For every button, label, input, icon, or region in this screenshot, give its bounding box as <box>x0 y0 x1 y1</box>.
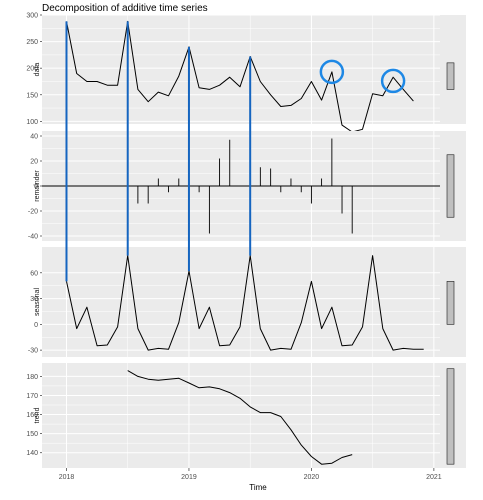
panel-background <box>42 15 440 124</box>
y-tick-label: 170 <box>26 393 38 400</box>
y-tick-label: 20 <box>30 159 38 166</box>
y-tick-label: 40 <box>30 134 38 141</box>
seasonal-series-line <box>66 255 424 351</box>
y-tick-label: 150 <box>26 431 38 438</box>
highlight-circle <box>380 68 406 94</box>
x-tick-label: 2020 <box>304 474 320 481</box>
panel-trend: 140 150 160 170 180 trend <box>26 363 466 468</box>
scale-bar <box>446 154 455 218</box>
x-tick-label: 2021 <box>426 474 442 481</box>
y-tick-label: 250 <box>26 39 38 46</box>
y-tick-label: 0 <box>34 184 38 191</box>
panel-background <box>42 363 440 468</box>
panel-data: 100 150 200 250 300 data <box>26 13 466 133</box>
scale-bar <box>446 281 455 325</box>
highlight-overlay <box>65 21 406 282</box>
x-axis-title: Time <box>249 483 267 492</box>
panel-label-remainder: remainder <box>34 170 41 202</box>
y-tick-label: 200 <box>26 66 38 73</box>
y-tick-label: 150 <box>26 92 38 99</box>
panel-background <box>42 247 440 357</box>
scale-bar <box>446 62 455 90</box>
x-tick-label: 2018 <box>59 474 75 481</box>
y-tick-label: 300 <box>26 13 38 20</box>
y-tick-label: -30 <box>28 348 38 355</box>
y-tick-label: 60 <box>30 270 38 277</box>
scale-bar <box>446 368 455 465</box>
y-tick-label: 160 <box>26 412 38 419</box>
chart-title: Decomposition of additive time series <box>42 3 208 14</box>
y-tick-label: 30 <box>30 296 38 303</box>
panels-group: 100150200250300data-40-2002040remainder-… <box>26 13 466 468</box>
highlight-circle <box>319 59 345 85</box>
y-tick-label: -20 <box>28 209 38 216</box>
panel-label-seasonal: seasonal <box>34 288 41 316</box>
y-tick-label: -40 <box>28 234 38 241</box>
y-tick-label: 180 <box>26 374 38 381</box>
panel-seasonal: -30 0 30 60 seasonal <box>28 247 466 357</box>
y-tick-label: 0 <box>34 322 38 329</box>
panel-label-trend: trend <box>34 407 41 423</box>
panel-remainder: -40 -20 0 20 40 remainder <box>28 131 466 241</box>
panel-label-data: data <box>34 63 41 77</box>
y-tick-label: 140 <box>26 450 38 457</box>
trend-series-line <box>127 370 353 465</box>
y-tick-label: 100 <box>26 119 38 126</box>
x-tick-label: 2019 <box>181 474 197 481</box>
x-axis: 2018 2019 2020 2021 <box>59 468 442 481</box>
